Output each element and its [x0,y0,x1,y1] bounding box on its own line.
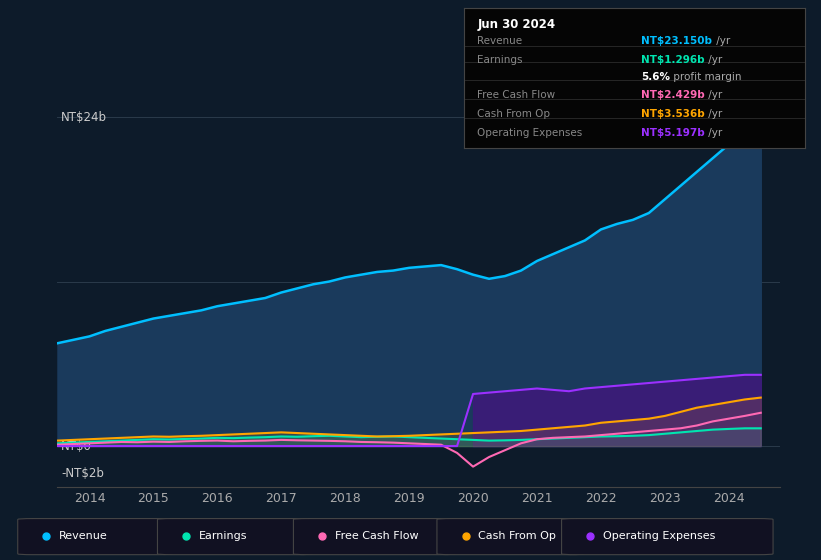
Text: Earnings: Earnings [478,55,523,66]
Text: Operating Expenses: Operating Expenses [603,531,715,541]
FancyBboxPatch shape [18,519,172,554]
Text: Cash From Op: Cash From Op [479,531,557,541]
Text: NT$5.197b: NT$5.197b [641,128,704,138]
Text: Revenue: Revenue [59,531,108,541]
Text: /yr: /yr [705,55,722,66]
Text: NT$3.536b: NT$3.536b [641,109,704,119]
Text: Operating Expenses: Operating Expenses [478,128,583,138]
Text: NT$2.429b: NT$2.429b [641,90,704,100]
Text: Free Cash Flow: Free Cash Flow [335,531,419,541]
Text: NT$0: NT$0 [61,440,92,452]
Text: profit margin: profit margin [670,72,741,82]
Text: NT$1.296b: NT$1.296b [641,55,704,66]
Text: Free Cash Flow: Free Cash Flow [478,90,556,100]
FancyBboxPatch shape [562,519,773,554]
Text: NT$24b: NT$24b [61,110,107,124]
FancyBboxPatch shape [437,519,585,554]
Text: NT$23.150b: NT$23.150b [641,36,712,46]
Text: /yr: /yr [705,109,722,119]
Text: /yr: /yr [705,90,722,100]
FancyBboxPatch shape [158,519,312,554]
Text: /yr: /yr [713,36,730,46]
Text: -NT$2b: -NT$2b [61,467,104,480]
Text: Earnings: Earnings [199,531,247,541]
Text: /yr: /yr [705,128,722,138]
Text: Revenue: Revenue [478,36,523,46]
Text: 5.6%: 5.6% [641,72,670,82]
FancyBboxPatch shape [293,519,456,554]
Text: Cash From Op: Cash From Op [478,109,551,119]
Text: Jun 30 2024: Jun 30 2024 [478,18,556,31]
